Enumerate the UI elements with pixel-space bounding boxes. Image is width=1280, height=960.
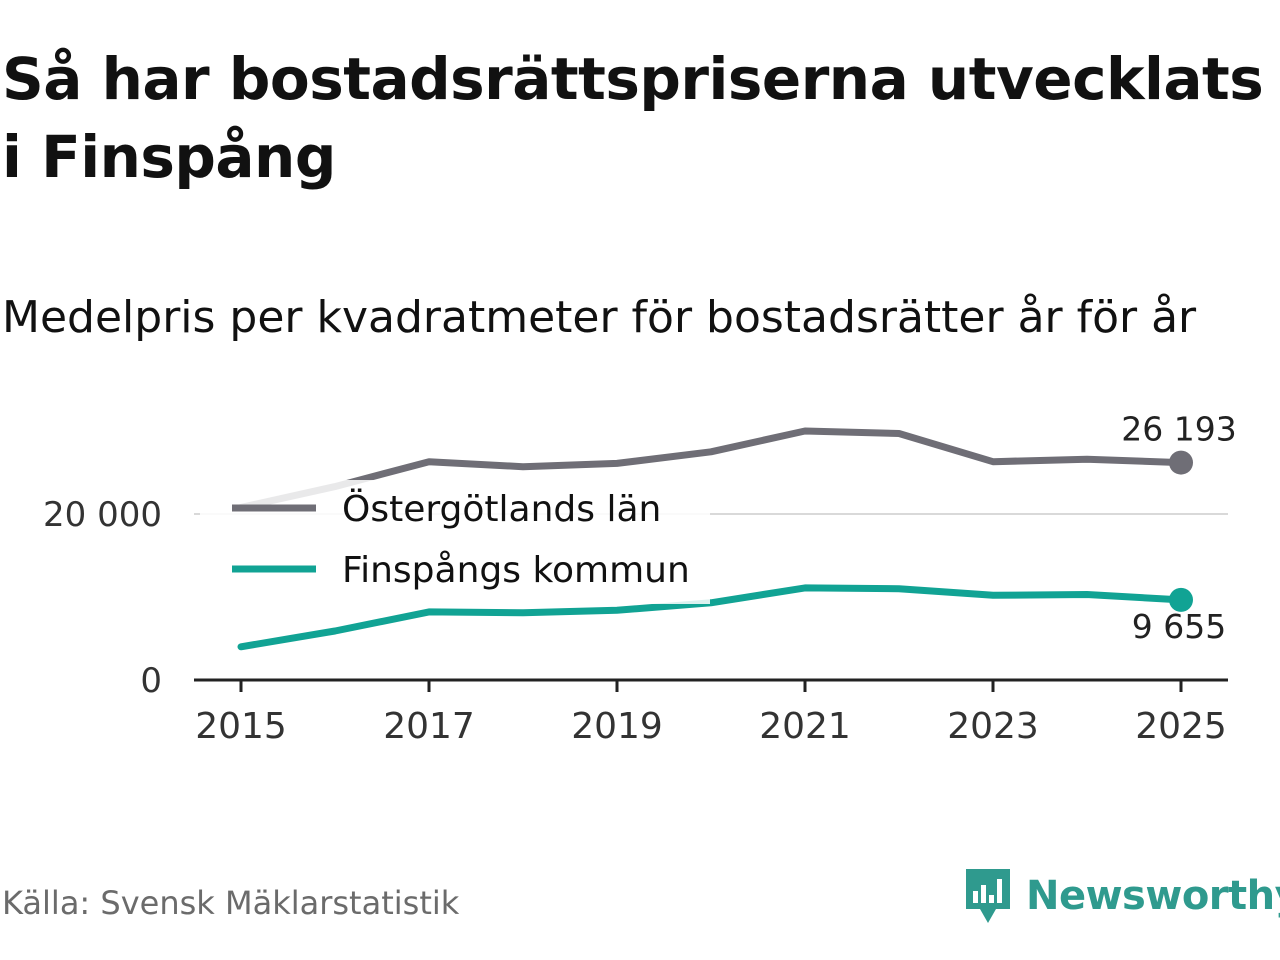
end-label-ostergotland: 26 193 [1121, 410, 1236, 449]
chart-subtitle: Medelpris per kvadratmeter för bostadsrä… [2, 292, 1197, 343]
end-label-finspang: 9 655 [1132, 607, 1226, 646]
newsworthy-logo-text: Newsworthy [1026, 873, 1280, 919]
end-labels: 26 193 9 655 [1121, 410, 1236, 646]
legend-label-ostergotland: Östergötlands län [342, 488, 661, 530]
series-lines [237, 427, 1193, 651]
y-tick-label: 20 000 [43, 495, 162, 535]
chart-title: Så har bostadsrättspriserna utvecklats i… [2, 45, 1264, 191]
newsworthy-logo: Newsworthy [962, 864, 1280, 928]
end-point-finspang [1169, 587, 1193, 612]
legend: Östergötlands län Finspångs kommun [200, 480, 710, 604]
legend-backdrop [200, 480, 710, 604]
legend-label-finspang: Finspångs kommun [342, 550, 690, 591]
series-line-ostergotland [237, 427, 1185, 511]
end-point-ostergotland [1169, 450, 1193, 475]
source-note: Källa: Svensk Mäklarstatistik [2, 884, 460, 922]
x-tick-label: 2021 [759, 706, 851, 747]
y-tick-label: 0 [140, 661, 162, 701]
x-tick-label: 2025 [1135, 706, 1227, 747]
newsworthy-logo-icon [966, 869, 1010, 923]
axes: 0 20 000 2015 2017 2019 2021 2023 2025 [43, 495, 1228, 747]
x-tick-label: 2017 [383, 706, 475, 747]
line-chart: 0 20 000 2015 2017 2019 2021 2023 2025 Östergöt… [43, 410, 1237, 747]
x-tick-label: 2015 [195, 706, 287, 747]
series-line-finspang [237, 584, 1185, 651]
x-tick-label: 2023 [947, 706, 1039, 747]
x-tick-label: 2019 [571, 706, 663, 747]
